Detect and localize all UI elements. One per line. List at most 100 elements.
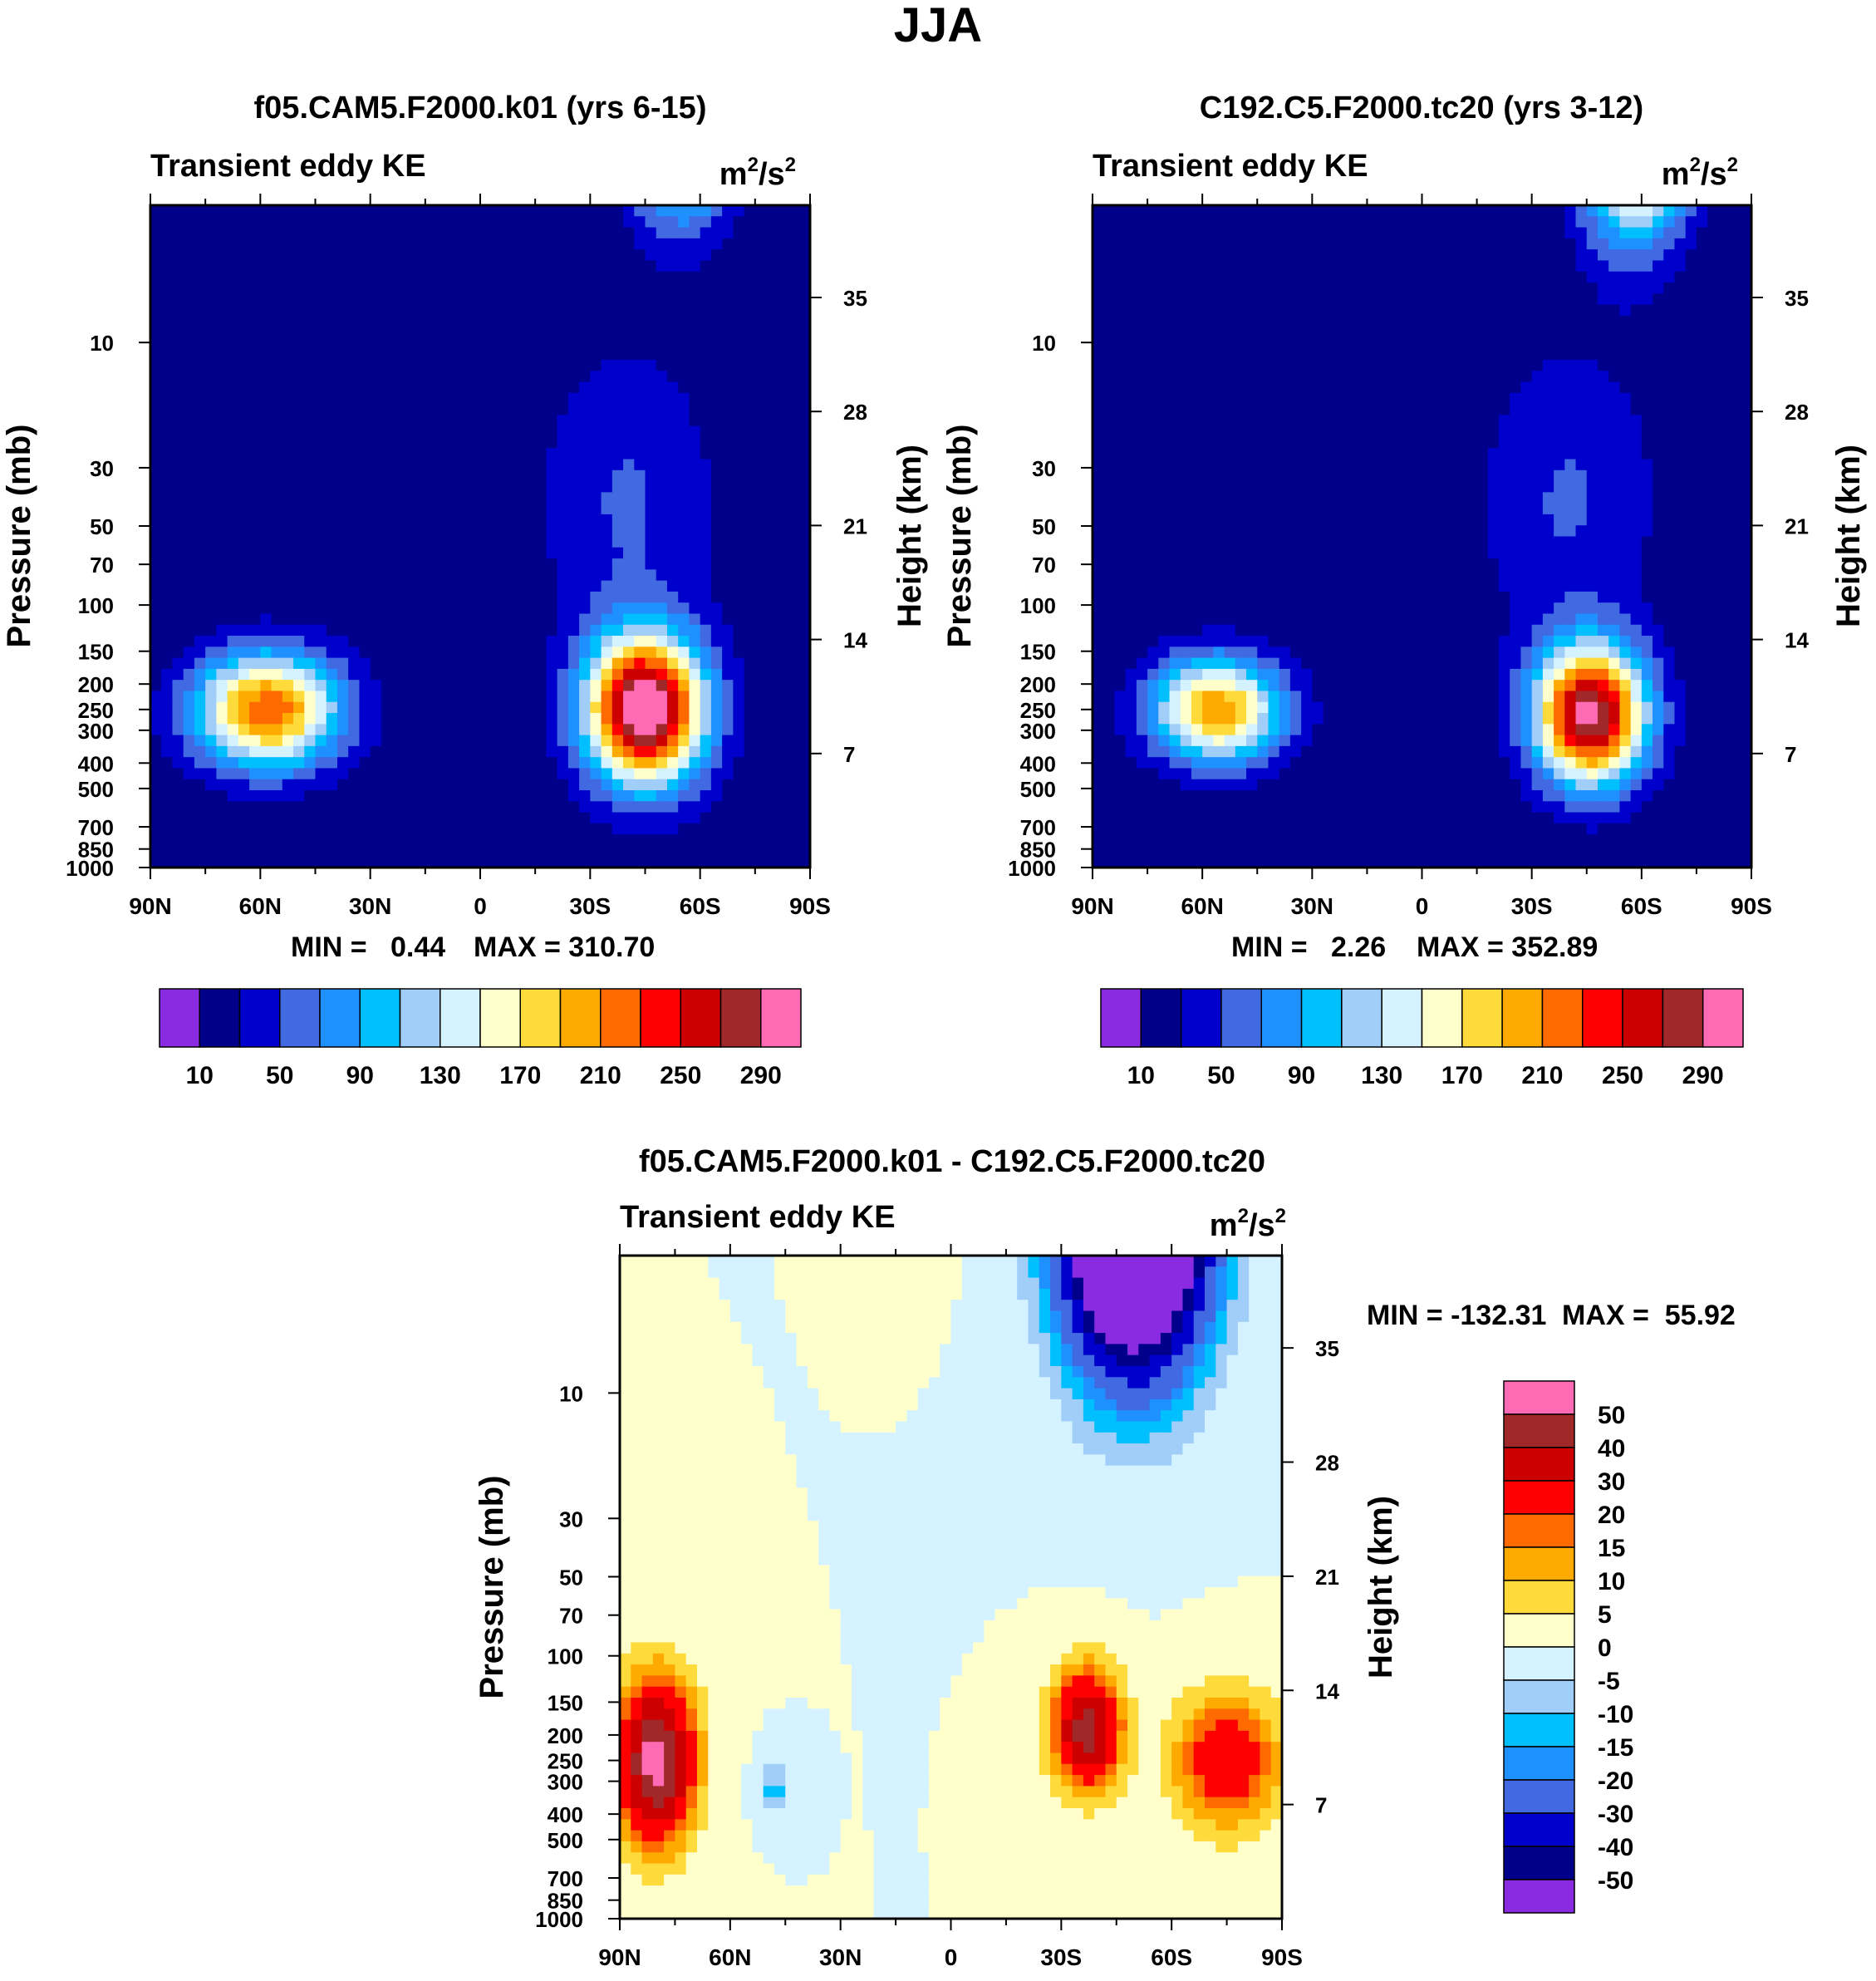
- field-cell: [150, 216, 162, 229]
- field-cell: [1608, 216, 1620, 229]
- field-cell: [1279, 304, 1291, 317]
- field-cell: [1729, 271, 1741, 283]
- field-cell: [710, 569, 723, 582]
- field-cell: [1422, 348, 1434, 361]
- field-cell: [249, 304, 261, 317]
- field-cell: [546, 436, 558, 449]
- field-cell: [447, 392, 459, 405]
- field-cell: [590, 812, 602, 824]
- field-cell: [535, 492, 547, 504]
- field-cell: [777, 657, 789, 670]
- field-cell: [777, 745, 789, 758]
- field-cell: [1367, 238, 1379, 250]
- field-cell: [172, 624, 184, 637]
- field-cell: [689, 227, 701, 239]
- field-cell: [678, 779, 690, 791]
- field-cell: [754, 304, 767, 317]
- field-cell: [1388, 216, 1401, 229]
- field-cell: [754, 735, 767, 747]
- field-cell: [403, 271, 415, 283]
- field-cell: [1718, 238, 1731, 250]
- field-cell: [502, 238, 514, 250]
- panel-b-plot: 90N 60N 30N 0 30S 60S 90S103050701001502002503…: [1008, 194, 1809, 919]
- field-cell: [271, 724, 283, 736]
- field-cell: [348, 569, 361, 582]
- field-cell: [1455, 371, 1466, 383]
- field-cell: [557, 503, 569, 515]
- field-cell: [601, 249, 613, 262]
- field-cell: [392, 271, 404, 283]
- field-cell: [205, 238, 217, 250]
- field-cell: [1114, 348, 1127, 361]
- field-cell: [249, 536, 261, 548]
- field-cell: [678, 636, 690, 647]
- field-cell: [513, 613, 525, 626]
- field-cell: [722, 392, 734, 405]
- field-cell: [326, 547, 338, 559]
- field-cell: [1224, 216, 1236, 229]
- field-cell: [666, 404, 679, 415]
- field-cell: [689, 448, 701, 460]
- field-cell: [348, 691, 361, 703]
- field-cell: [1169, 227, 1181, 239]
- field-cell: [1729, 381, 1741, 394]
- field-cell: [733, 205, 745, 217]
- field-cell: [1257, 337, 1269, 350]
- field-cell: [1432, 425, 1445, 438]
- field-cell: [304, 359, 317, 371]
- field-cell: [304, 547, 317, 559]
- field-cell: [1125, 436, 1137, 449]
- field-cell: [535, 425, 547, 438]
- field-cell: [304, 436, 317, 449]
- field-cell: [447, 624, 459, 637]
- field-cell: [238, 514, 250, 526]
- field-cell: [293, 371, 305, 383]
- field-cell: [381, 834, 393, 847]
- field-cell: [282, 492, 294, 504]
- field-cell: [304, 745, 317, 758]
- field-cell: [1257, 381, 1269, 394]
- field-cell: [601, 481, 613, 493]
- field-cell: [1257, 271, 1269, 283]
- field-cell: [194, 624, 206, 637]
- field-cell: [194, 304, 206, 317]
- field-cell: [403, 636, 415, 647]
- field-cell: [546, 724, 558, 736]
- field-cell: [326, 459, 338, 471]
- field-cell: [1279, 205, 1291, 217]
- field-cell: [172, 547, 184, 559]
- field-cell: [546, 613, 558, 626]
- field-cell: [777, 469, 789, 482]
- field-cell: [1663, 216, 1676, 229]
- field-cell: [238, 536, 250, 548]
- field-cell: [1641, 260, 1653, 273]
- field-cell: [1718, 249, 1731, 262]
- field-cell: [491, 205, 503, 217]
- field-cell: [623, 492, 635, 504]
- field-cell: [1378, 293, 1390, 306]
- field-cell: [1575, 304, 1588, 317]
- field-cell: [1597, 293, 1609, 306]
- field-cell: [436, 856, 448, 868]
- field-cell: [336, 415, 349, 427]
- field-cell: [1432, 238, 1445, 250]
- field-cell: [348, 381, 361, 394]
- field-cell: [502, 591, 514, 603]
- field-cell: [205, 856, 217, 868]
- field-cell: [1367, 425, 1379, 438]
- field-cell: [238, 547, 250, 559]
- field-cell: [634, 436, 646, 449]
- field-cell: [403, 337, 415, 350]
- field-cell: [282, 745, 294, 758]
- field-cell: [172, 337, 184, 350]
- field-cell: [744, 404, 756, 415]
- field-cell: [557, 536, 569, 548]
- field-cell: [414, 701, 426, 714]
- field-cell: [238, 327, 250, 338]
- field-cell: [700, 845, 712, 858]
- field-cell: [722, 547, 734, 559]
- field-cell: [469, 503, 481, 515]
- field-cell: [1674, 293, 1687, 306]
- field-cell: [1158, 337, 1171, 350]
- field-cell: [754, 315, 767, 327]
